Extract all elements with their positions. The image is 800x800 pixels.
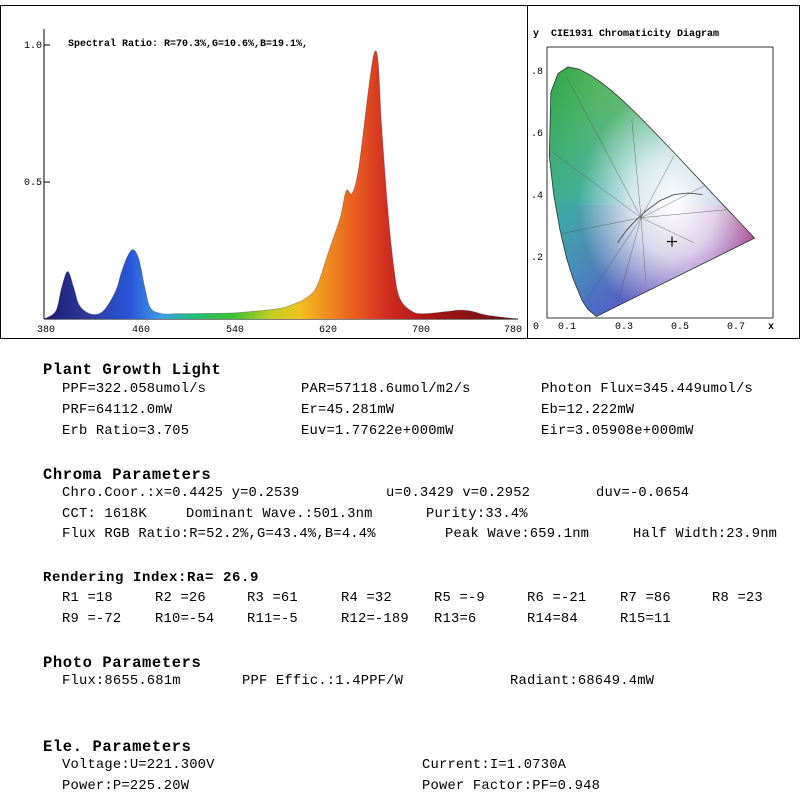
cie-region-line [631,119,642,218]
half-width-value: Half Width:23.9nm [633,527,778,542]
power-value: Power:P=225.20W [62,779,190,794]
cie-y-tick-02: .2 [531,253,543,264]
r11-value: R11=-5 [247,612,298,627]
cie-region-line [640,217,694,243]
cie-origin-label: 0 [533,322,539,333]
ele-parameters-title: Ele. Parameters [43,738,192,756]
eir-value: Eir=3.05908e+000mW [541,424,694,439]
voltage-value: Voltage:U=221.300V [62,758,215,773]
purity-value: Purity:33.4% [426,507,528,522]
cie-x-tick-03: 0.3 [615,322,633,333]
cie-y-tick-06: .6 [531,129,543,140]
chromaticity-point-marker [667,236,678,247]
euv-value: Euv=1.77622e+000mW [301,424,454,439]
plant-growth-title: Plant Growth Light [43,361,222,379]
r4-value: R4 =32 [341,591,392,606]
radiant-value: Radiant:68649.4mW [510,674,655,689]
cie-region-lines [552,77,728,303]
cie-x-tick-07: 0.7 [727,322,745,333]
duv-value: duv=-0.0654 [596,486,690,501]
cie-y-tick-04: .4 [531,191,543,202]
uv-coordinates: u=0.3429 v=0.2952 [386,486,531,501]
x-tick-label-620: 620 [319,325,337,336]
y-tick-label-05: 0.5 [24,178,42,189]
r15-value: R15=11 [620,612,671,627]
cie-region-line [640,155,675,218]
cie-region-line [566,77,642,218]
r12-value: R12=-189 [341,612,409,627]
spectrum-chart: 1.0 0.5 Spectral Ratio: R=70.3%,G=10.6%,… [0,5,528,339]
r13-value: R13=6 [434,612,477,627]
r5-value: R5 =-9 [434,591,485,606]
x-tick-label-780: 780 [504,325,522,336]
eb-value: Eb=12.222mW [541,403,635,418]
ppf-value: PPF=322.058umol/s [62,382,207,397]
cie-x-tick-01: 0.1 [558,322,576,333]
rendering-index-title: Rendering Index:Ra= 26.9 [43,570,260,586]
cie-region-line [641,209,728,218]
current-value: Current:I=1.0730A [422,758,567,773]
peak-wave-value: Peak Wave:659.1nm [445,527,590,542]
flux-rgb-ratio: Flux RGB Ratio:R=52.2%,G=43.4%,B=4.4% [62,527,376,542]
er-value: Er=45.281mW [301,403,395,418]
spectral-locus [548,66,756,317]
dominant-wave-value: Dominant Wave.:501.3nm [186,507,373,522]
prf-value: PRF=64112.0mW [62,403,173,418]
chroma-coordinates: Chro.Coor.:x=0.4425 y=0.2539 [62,486,300,501]
cie-region-line [552,152,642,218]
ppf-efficiency-value: PPF Effic.:1.4PPF/W [242,674,404,689]
r6-value: R6 =-21 [527,591,587,606]
x-tick-label-380: 380 [37,325,55,336]
x-tick-label-700: 700 [412,325,430,336]
cie-y-axis-label: y [533,29,539,40]
cie-region-line [617,217,642,303]
r14-value: R14=84 [527,612,578,627]
cie-region-line [640,217,647,282]
spectrum-series-line [43,50,519,320]
cie-plot-area [546,46,774,319]
chroma-title: Chroma Parameters [43,466,212,484]
cct-value: CCT: 1618K [62,507,147,522]
r7-value: R7 =86 [620,591,671,606]
r10-value: R10=-54 [155,612,215,627]
erb-ratio-value: Erb Ratio=3.705 [62,424,190,439]
cie-title: CIE1931 Chromaticity Diagram [551,28,719,40]
planckian-locus [617,192,703,243]
x-tick-label-460: 460 [132,325,150,336]
power-factor-value: Power Factor:PF=0.948 [422,779,601,794]
spectrum-frame [0,5,528,339]
r8-value: R8 =23 [712,591,763,606]
cie-x-tick-05: 0.5 [671,322,689,333]
spectral-ratio-annotation: Spectral Ratio: R=70.3%,G=10.6%,B=19.1%, [68,38,308,50]
par-value: PAR=57118.6umol/m2/s [301,382,471,397]
r3-value: R3 =61 [247,591,298,606]
cie-region-line [586,217,642,301]
cie-x-axis-label: x [768,322,774,333]
r2-value: R2 =26 [155,591,206,606]
photo-parameters-title: Photo Parameters [43,654,202,672]
y-tick-label-1: 1.0 [24,41,42,52]
cie-y-tick-08: .8 [531,67,543,78]
cie-chromaticity-chart: y CIE1931 Chromaticity Diagram .8 .6 .4 … [527,5,800,339]
x-tick-label-540: 540 [226,325,244,336]
cie-region-line [561,217,642,234]
cie-region-line [640,185,706,218]
r1-value: R1 =18 [62,591,113,606]
photon-flux-value: Photon Flux=345.449umol/s [541,382,753,397]
flux-value: Flux:8655.681m [62,674,181,689]
r9-value: R9 =-72 [62,612,122,627]
